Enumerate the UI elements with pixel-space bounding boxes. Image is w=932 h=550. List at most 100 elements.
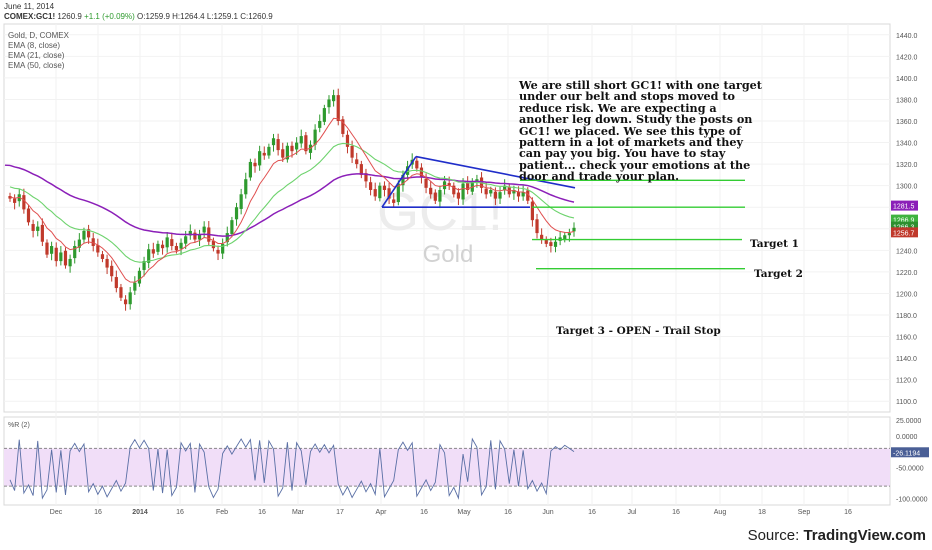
candle-body xyxy=(188,230,192,236)
candle-body xyxy=(493,191,498,199)
candle-body xyxy=(475,179,479,182)
wr-label: %R (2) xyxy=(8,422,30,429)
candle-body xyxy=(498,192,502,199)
wr-tick-label: 25.0000 xyxy=(896,418,921,425)
legend-instrument[interactable]: Gold, D, COMEX xyxy=(8,31,69,40)
candle-body xyxy=(396,183,400,203)
candle-body xyxy=(415,160,419,169)
candle-body xyxy=(73,246,77,259)
candle-body xyxy=(225,233,229,243)
candle-body xyxy=(100,254,105,259)
header-quote: COMEX:GC1! 1260.9 +1.1 (+0.09%) O:1259.9… xyxy=(4,12,273,21)
candle-body xyxy=(137,270,142,284)
close-price: C:1260.9 xyxy=(240,12,273,21)
candle-body xyxy=(31,224,35,231)
candle-body xyxy=(22,195,26,210)
candle-body xyxy=(359,164,363,175)
candle-body xyxy=(503,185,507,191)
ema21-line xyxy=(9,142,575,263)
candle-body xyxy=(68,258,72,267)
trendline-left xyxy=(381,156,417,208)
triangle-pattern xyxy=(381,155,576,209)
candle-body xyxy=(452,185,456,195)
candle-body xyxy=(489,189,493,194)
candle-body xyxy=(133,282,137,291)
legend-ema50[interactable]: EMA (50, close) xyxy=(8,61,65,70)
candle-body xyxy=(405,166,410,175)
candle-body xyxy=(59,252,63,262)
x-tick-label: 16 xyxy=(588,509,596,516)
wr-tick-label: -50.0000 xyxy=(896,465,924,472)
y-tick-label: 1220.0 xyxy=(896,270,918,277)
x-tick-label: 16 xyxy=(672,509,680,516)
candle-body xyxy=(424,178,428,188)
candle-body xyxy=(271,138,276,146)
candle-body xyxy=(36,226,40,231)
candle-body xyxy=(295,142,299,150)
candle-body xyxy=(244,179,248,195)
price-tag-bg xyxy=(891,227,918,238)
last-price: 1260.9 xyxy=(57,12,82,21)
candle-body xyxy=(262,152,266,156)
candle-body xyxy=(184,236,188,244)
legend-ema8[interactable]: EMA (8, close) xyxy=(8,41,61,50)
x-tick-label: 16 xyxy=(844,509,852,516)
x-tick-label: Sep xyxy=(798,509,811,516)
x-tick-label: May xyxy=(457,509,471,516)
x-tick-label: 16 xyxy=(94,509,102,516)
candle-body xyxy=(96,245,100,253)
analysis-note: We are still short GC1! with one target … xyxy=(519,78,762,184)
header-date: June 11, 2014 xyxy=(4,2,55,11)
x-tick-label: Mar xyxy=(292,509,305,516)
candle-body xyxy=(429,187,433,195)
y-tick-label: 1360.0 xyxy=(896,119,918,126)
candle-body xyxy=(285,145,289,160)
target-1-label: Target 1 xyxy=(750,238,799,250)
y-tick-label: 1160.0 xyxy=(896,335,917,342)
target-2-label: Target 2 xyxy=(754,268,803,280)
candle-body xyxy=(91,238,95,247)
candle-body xyxy=(234,207,239,220)
y-tick-label: 1180.0 xyxy=(896,313,917,320)
x-tick-label: 16 xyxy=(258,509,266,516)
x-tick-label: Jun xyxy=(542,509,553,516)
x-tick-label: Apr xyxy=(376,509,388,516)
candle-body xyxy=(304,135,308,152)
candle-body xyxy=(549,242,553,247)
x-tick-label: 16 xyxy=(176,509,184,516)
candle-body xyxy=(438,189,442,202)
open-price: O:1259.9 xyxy=(137,12,170,21)
candle-body xyxy=(387,188,391,199)
candle-body xyxy=(364,173,368,182)
x-tick-label: Feb xyxy=(216,509,228,516)
ema21-tag-bg xyxy=(891,214,918,225)
x-tick-label: 2014 xyxy=(132,509,148,516)
candle-body xyxy=(26,208,31,223)
candle-body xyxy=(267,146,271,156)
candle-body xyxy=(248,161,252,178)
candle-body xyxy=(119,287,123,298)
symbol-label[interactable]: COMEX:GC1! xyxy=(4,12,56,21)
candle-body xyxy=(526,190,530,201)
candle-body xyxy=(373,189,377,197)
candle-body xyxy=(105,258,109,268)
candle-body xyxy=(193,232,197,240)
wr-last-tag: -26.1194 xyxy=(893,450,920,457)
candle-body xyxy=(86,229,91,238)
ema50-line xyxy=(9,164,575,237)
price-chart[interactable]: 1100.0 1120.0 1140.0 1160.0 1180.0 1200.0 1220… xyxy=(0,0,932,520)
x-tick-label: Dec xyxy=(50,509,63,516)
y-tick-label: 1300.0 xyxy=(896,184,918,191)
candle-body xyxy=(128,292,132,305)
source-credit[interactable]: Source: TradingView.com xyxy=(747,527,926,544)
candle-body xyxy=(512,189,516,194)
candle-body xyxy=(313,129,317,145)
x-tick-label: 18 xyxy=(758,509,766,516)
candle-body xyxy=(530,201,534,221)
legend-ema21[interactable]: EMA (21, close) xyxy=(8,51,65,60)
candle-body xyxy=(281,149,285,158)
candle-body xyxy=(419,167,424,178)
ema8-line xyxy=(9,117,575,283)
candle-body xyxy=(179,242,183,249)
